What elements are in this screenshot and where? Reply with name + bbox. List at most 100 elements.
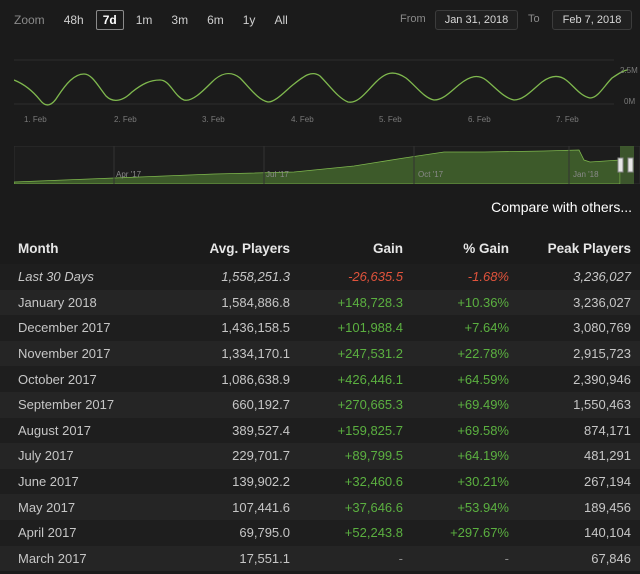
cell-percent-gain: +297.67% — [450, 525, 509, 541]
from-label: From — [400, 13, 426, 25]
cell-month: November 2017 — [18, 346, 111, 362]
zoom-bar: Zoom 48h 7d 1m 3m 6m 1y All — [14, 10, 300, 30]
cell-gain: -26,635.5 — [348, 269, 403, 285]
cell-percent-gain: +7.64% — [464, 320, 509, 336]
cell-month: October 2017 — [18, 371, 97, 387]
zoom-7d-button[interactable]: 7d — [95, 10, 124, 30]
cell-gain: +247,531.2 — [337, 346, 403, 362]
header-avg-players[interactable]: Avg. Players — [209, 240, 290, 256]
player-count-line — [14, 69, 629, 106]
table-row: August 2017 389,527.4 +159,825.7 +69.58% 874… — [0, 417, 640, 444]
cell-avg-players: 1,558,251.3 — [221, 269, 290, 285]
cell-avg-players: 660,192.7 — [232, 397, 290, 413]
table-header-row: Month Avg. Players Gain % Gain Peak Play… — [0, 232, 640, 264]
table-row: September 2017 660,192.7 +270,665.3 +69.49%… — [0, 391, 640, 418]
table-row: July 2017 229,701.7 +89,799.5 +64.19% 481,29… — [0, 443, 640, 469]
table-row: November 2017 1,334,170.1 +247,531.2 +22.78… — [0, 340, 640, 367]
navigator-selected-range — [620, 146, 634, 184]
table-row: Last 30 Days 1,558,251.3 -26,635.5 -1.68% 3,… — [0, 264, 640, 290]
cell-percent-gain: +64.19% — [457, 448, 509, 464]
cell-percent-gain: +64.59% — [457, 371, 509, 387]
cell-month: Last 30 Days — [18, 269, 94, 285]
cell-gain: +148,728.3 — [337, 294, 403, 310]
table-row: March 2017 17,551.1 - - 67,846 — [0, 545, 640, 572]
zoom-all-button[interactable]: All — [274, 13, 288, 27]
nav-label-jul-17: Jul '17 — [266, 170, 289, 179]
y-label-top: 2.5M — [620, 66, 638, 75]
navigator-handle-right[interactable] — [627, 157, 634, 173]
header-percent-gain[interactable]: % Gain — [463, 240, 509, 256]
navigator-handle-left[interactable] — [617, 157, 624, 173]
cell-peak-players: 2,390,946 — [573, 371, 631, 387]
player-chart-panel: Zoom 48h 7d 1m 3m 6m 1y All From Jan 31,… — [0, 0, 640, 188]
x-label-4-feb: 4. Feb — [291, 115, 314, 124]
cell-avg-players: 17,551.1 — [239, 550, 290, 566]
zoom-1y-button[interactable]: 1y — [242, 13, 256, 27]
cell-gain: +89,799.5 — [344, 448, 403, 464]
table-row: April 2017 69,795.0 +52,243.8 +297.67% 140,1… — [0, 519, 640, 546]
cell-percent-gain: +30.21% — [457, 474, 509, 490]
cell-peak-players: 2,915,723 — [573, 346, 631, 362]
from-date-input[interactable]: Jan 31, 2018 — [435, 10, 518, 30]
cell-avg-players: 69,795.0 — [239, 525, 290, 541]
cell-month: September 2017 — [18, 397, 115, 413]
cell-gain: +159,825.7 — [337, 422, 403, 438]
cell-gain: +32,460.6 — [344, 474, 403, 490]
cell-month: May 2017 — [18, 499, 76, 515]
cell-peak-players: 1,550,463 — [573, 397, 631, 413]
x-label-2-feb: 2. Feb — [114, 115, 137, 124]
header-month[interactable]: Month — [18, 240, 59, 256]
cell-peak-players: 67,846 — [591, 550, 631, 566]
nav-label-oct-17: Oct '17 — [418, 170, 444, 179]
x-label-1-feb: 1. Feb — [24, 115, 47, 124]
cell-percent-gain: +53.94% — [457, 499, 509, 515]
cell-month: March 2017 — [18, 550, 87, 566]
zoom-3m-button[interactable]: 3m — [171, 13, 189, 27]
cell-percent-gain: -1.68% — [467, 269, 509, 285]
compare-with-others-link[interactable]: Compare with others... — [491, 199, 632, 215]
monthly-stats-table: Month Avg. Players Gain % Gain Peak Play… — [0, 232, 640, 572]
table-row: December 2017 1,436,158.5 +101,988.4 +7.64%… — [0, 315, 640, 341]
x-label-6-feb: 6. Feb — [468, 115, 491, 124]
table-body: Last 30 Days 1,558,251.3 -26,635.5 -1.68% 3,… — [0, 264, 640, 572]
player-count-line-chart[interactable]: 2.5M 0M 1. Feb 2. Feb 3. Feb 4. Feb 5. F… — [14, 40, 640, 130]
cell-avg-players: 1,334,170.1 — [221, 346, 290, 362]
cell-month: April 2017 — [18, 525, 77, 541]
zoom-6m-button[interactable]: 6m — [207, 13, 224, 27]
cell-month: January 2018 — [18, 294, 97, 310]
cell-gain: +270,665.3 — [337, 397, 403, 413]
cell-avg-players: 1,584,886.8 — [221, 294, 290, 310]
cell-avg-players: 1,086,638.9 — [221, 371, 290, 387]
zoom-48h-button[interactable]: 48h — [63, 13, 84, 27]
cell-percent-gain: - — [504, 550, 509, 566]
y-label-bottom: 0M — [624, 97, 635, 106]
x-label-5-feb: 5. Feb — [379, 115, 402, 124]
cell-percent-gain: +10.36% — [457, 294, 509, 310]
cell-gain: - — [398, 550, 403, 566]
header-gain[interactable]: Gain — [372, 240, 403, 256]
cell-avg-players: 139,902.2 — [232, 474, 290, 490]
header-peak-players[interactable]: Peak Players — [547, 240, 631, 256]
cell-month: August 2017 — [18, 422, 92, 438]
to-date-input[interactable]: Feb 7, 2018 — [552, 10, 632, 30]
cell-avg-players: 1,436,158.5 — [221, 320, 290, 336]
cell-peak-players: 140,104 — [584, 525, 631, 541]
cell-gain: +52,243.8 — [344, 525, 403, 541]
cell-peak-players: 3,236,027 — [573, 269, 631, 285]
cell-percent-gain: +69.49% — [457, 397, 509, 413]
cell-gain: +426,446.1 — [337, 371, 403, 387]
cell-avg-players: 389,527.4 — [232, 422, 290, 438]
range-navigator[interactable]: Apr '17 Jul '17 Oct '17 Jan '18 — [14, 146, 640, 184]
cell-month: July 2017 — [18, 448, 74, 464]
nav-label-apr-17: Apr '17 — [116, 170, 142, 179]
zoom-1m-button[interactable]: 1m — [135, 13, 153, 27]
cell-avg-players: 107,441.6 — [232, 499, 290, 515]
cell-peak-players: 3,080,769 — [573, 320, 631, 336]
table-row: June 2017 139,902.2 +32,460.6 +30.21% 267,19… — [0, 468, 640, 495]
cell-peak-players: 874,171 — [584, 422, 631, 438]
cell-month: June 2017 — [18, 474, 79, 490]
cell-percent-gain: +22.78% — [457, 346, 509, 362]
cell-peak-players: 3,236,027 — [573, 294, 631, 310]
cell-percent-gain: +69.58% — [457, 422, 509, 438]
cell-gain: +37,646.6 — [344, 499, 403, 515]
